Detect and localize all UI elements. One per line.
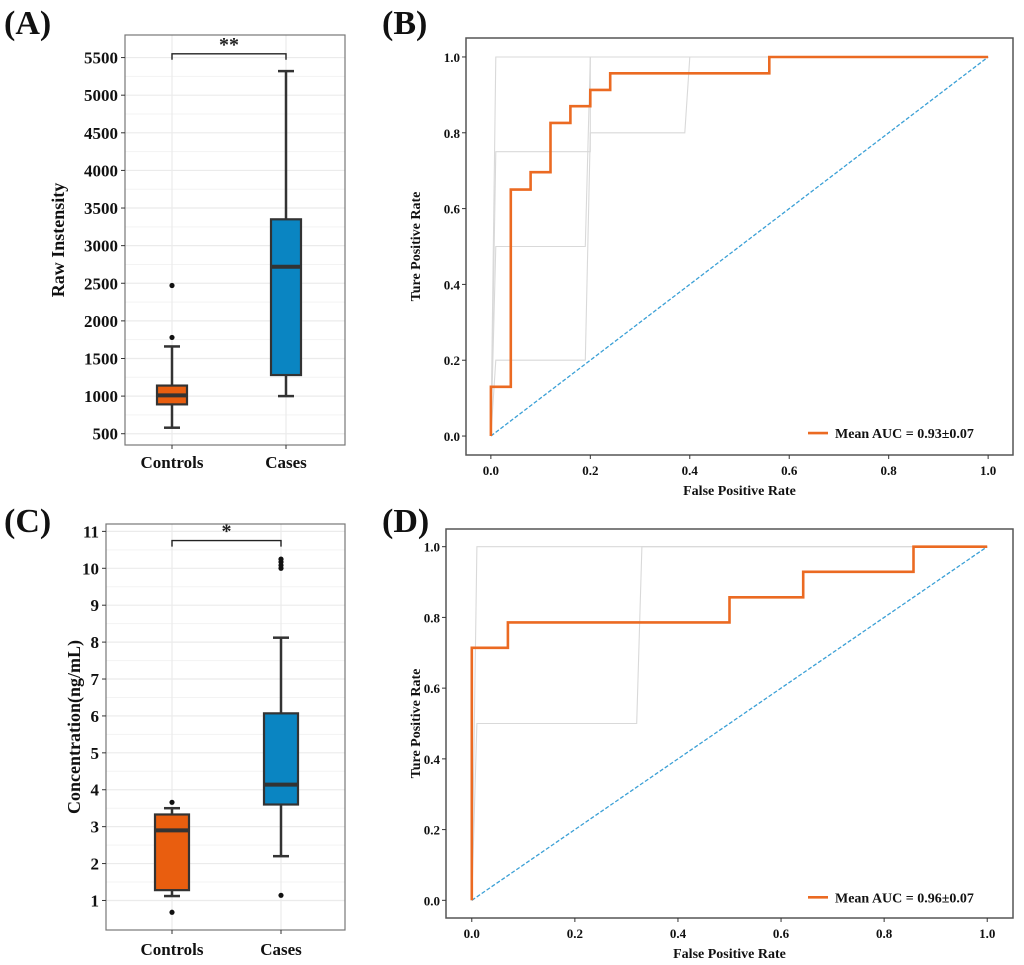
- outlier-point: [169, 799, 175, 805]
- y-tick-label: 1500: [84, 349, 118, 368]
- box-cases: [262, 556, 300, 898]
- x-tick-label: 0.2: [567, 926, 583, 941]
- x-tick-label: 0.6: [781, 463, 798, 478]
- y-tick-label: 2000: [84, 312, 118, 331]
- outlier-point: [278, 892, 284, 898]
- x-tick-label: 0.8: [876, 926, 893, 941]
- significance-bracket: [171, 53, 287, 60]
- x-axis-title: False Positive Rate: [673, 947, 786, 962]
- x-tick-label: 0.8: [881, 463, 898, 478]
- y-tick-label: 2: [91, 855, 100, 874]
- y-tick-label: 6: [91, 707, 100, 726]
- y-tick-label: 0.2: [424, 823, 440, 838]
- panel-label: (D): [382, 503, 429, 540]
- outlier-point: [169, 282, 175, 289]
- box-cases: [269, 69, 303, 398]
- y-tick-label: 3500: [84, 199, 118, 218]
- chance-line: [490, 56, 989, 437]
- x-tick-label: 0.6: [773, 926, 790, 941]
- y-tick-label: 0.0: [444, 429, 460, 444]
- chance-line: [471, 546, 988, 901]
- legend: Mean AUC = 0.93±0.07: [808, 427, 974, 442]
- x-tick-label: 0.2: [582, 463, 598, 478]
- x-axis-title: False Positive Rate: [683, 484, 796, 499]
- y-tick-label: 1.0: [424, 540, 440, 555]
- x-tick-label: 0.4: [670, 926, 687, 941]
- plot-border: [124, 34, 346, 446]
- y-tick-label: 1.0: [444, 50, 460, 65]
- significance-bracket: [171, 539, 282, 547]
- y-tick-label: 0.0: [424, 893, 440, 908]
- box-iqr: [153, 813, 191, 892]
- x-tick-label: 0.0: [464, 926, 480, 941]
- x-tick-label: Cases: [265, 453, 307, 472]
- panel-d: (D) 0.0 0.2 0.4 0.6 0.8 1.0 0.0 0.2 0.4 0.6 0.8 1.0 F…: [382, 503, 1014, 962]
- y-axis-title: Ture Positive Rate: [409, 192, 424, 302]
- y-tick-label: 5000: [84, 86, 118, 105]
- box-iqr: [269, 218, 303, 377]
- x-tick-label: 0.4: [682, 463, 699, 478]
- y-tick-label: 11: [83, 522, 99, 541]
- y-tick-label: 0.2: [444, 353, 460, 368]
- y-tick-label: 0.4: [444, 277, 461, 292]
- y-tick-label: 2500: [84, 274, 118, 293]
- y-tick-label: 1000: [84, 387, 118, 406]
- x-tick-label: Controls: [141, 453, 204, 472]
- x-tick-label: 1.0: [980, 463, 996, 478]
- y-tick-label: 0.4: [424, 752, 441, 767]
- y-tick-label: 4500: [84, 124, 118, 143]
- mean-roc-curve: [489, 55, 989, 436]
- x-tick-label: 0.0: [483, 463, 499, 478]
- mean-roc-curve: [470, 545, 988, 901]
- legend: Mean AUC = 0.96±0.07: [808, 891, 974, 906]
- panel-a: (A) 500 1000 1500 2000 2500 3000 3500 4000 4500 50…: [4, 5, 346, 472]
- y-axis-title: Ture Positive Rate: [409, 669, 424, 779]
- panel-label: (C): [4, 503, 51, 540]
- fold-roc-curve: [471, 546, 988, 901]
- y-tick-label: 10: [82, 559, 99, 578]
- outlier-point: [169, 909, 175, 915]
- y-axis-title: Raw Instensity: [48, 183, 68, 298]
- x-tick-label: 1.0: [979, 926, 995, 941]
- significance-label: *: [222, 521, 232, 543]
- box-iqr: [262, 712, 300, 806]
- y-tick-label: 0.6: [444, 202, 461, 217]
- y-tick-label: 4: [91, 781, 100, 800]
- box-controls: [153, 799, 191, 915]
- y-tick-label: 1: [91, 891, 100, 910]
- panel-label: (A): [4, 5, 51, 42]
- outlier-point: [278, 556, 284, 562]
- x-tick-label: Cases: [260, 940, 302, 959]
- y-tick-label: 9: [91, 596, 100, 615]
- panel-label: (B): [382, 5, 427, 42]
- legend-label: Mean AUC = 0.96±0.07: [835, 891, 974, 906]
- panel-b: (B) 0.0 0.2 0.4 0.6 0.8 1.0 0.0 0.2 0.4 0.6 0.8 1.0 F…: [382, 5, 1014, 499]
- legend-label: Mean AUC = 0.93±0.07: [835, 427, 974, 442]
- y-tick-label: 0.8: [444, 126, 461, 141]
- y-tick-label: 5500: [84, 49, 118, 68]
- x-tick-label: Controls: [141, 940, 204, 959]
- box-controls: [155, 282, 189, 429]
- outlier-point: [169, 334, 175, 341]
- significance-label: **: [219, 34, 239, 56]
- y-tick-label: 0.6: [424, 681, 441, 696]
- y-tick-label: 3: [91, 818, 100, 837]
- y-axis-title: Concentration(ng/mL): [64, 640, 85, 814]
- y-tick-label: 5: [91, 744, 100, 763]
- plot-border: [105, 523, 346, 931]
- panel-c: (C) 1 2 3 4 5 6 7 8 9 10 11 Concentration(ng/mL) Cont…: [4, 503, 346, 959]
- y-tick-label: 0.8: [424, 610, 441, 625]
- y-tick-label: 8: [91, 633, 100, 652]
- y-tick-label: 7: [91, 670, 100, 689]
- y-tick-label: 500: [93, 425, 119, 444]
- y-tick-label: 3000: [84, 237, 118, 256]
- y-tick-label: 4000: [84, 161, 118, 180]
